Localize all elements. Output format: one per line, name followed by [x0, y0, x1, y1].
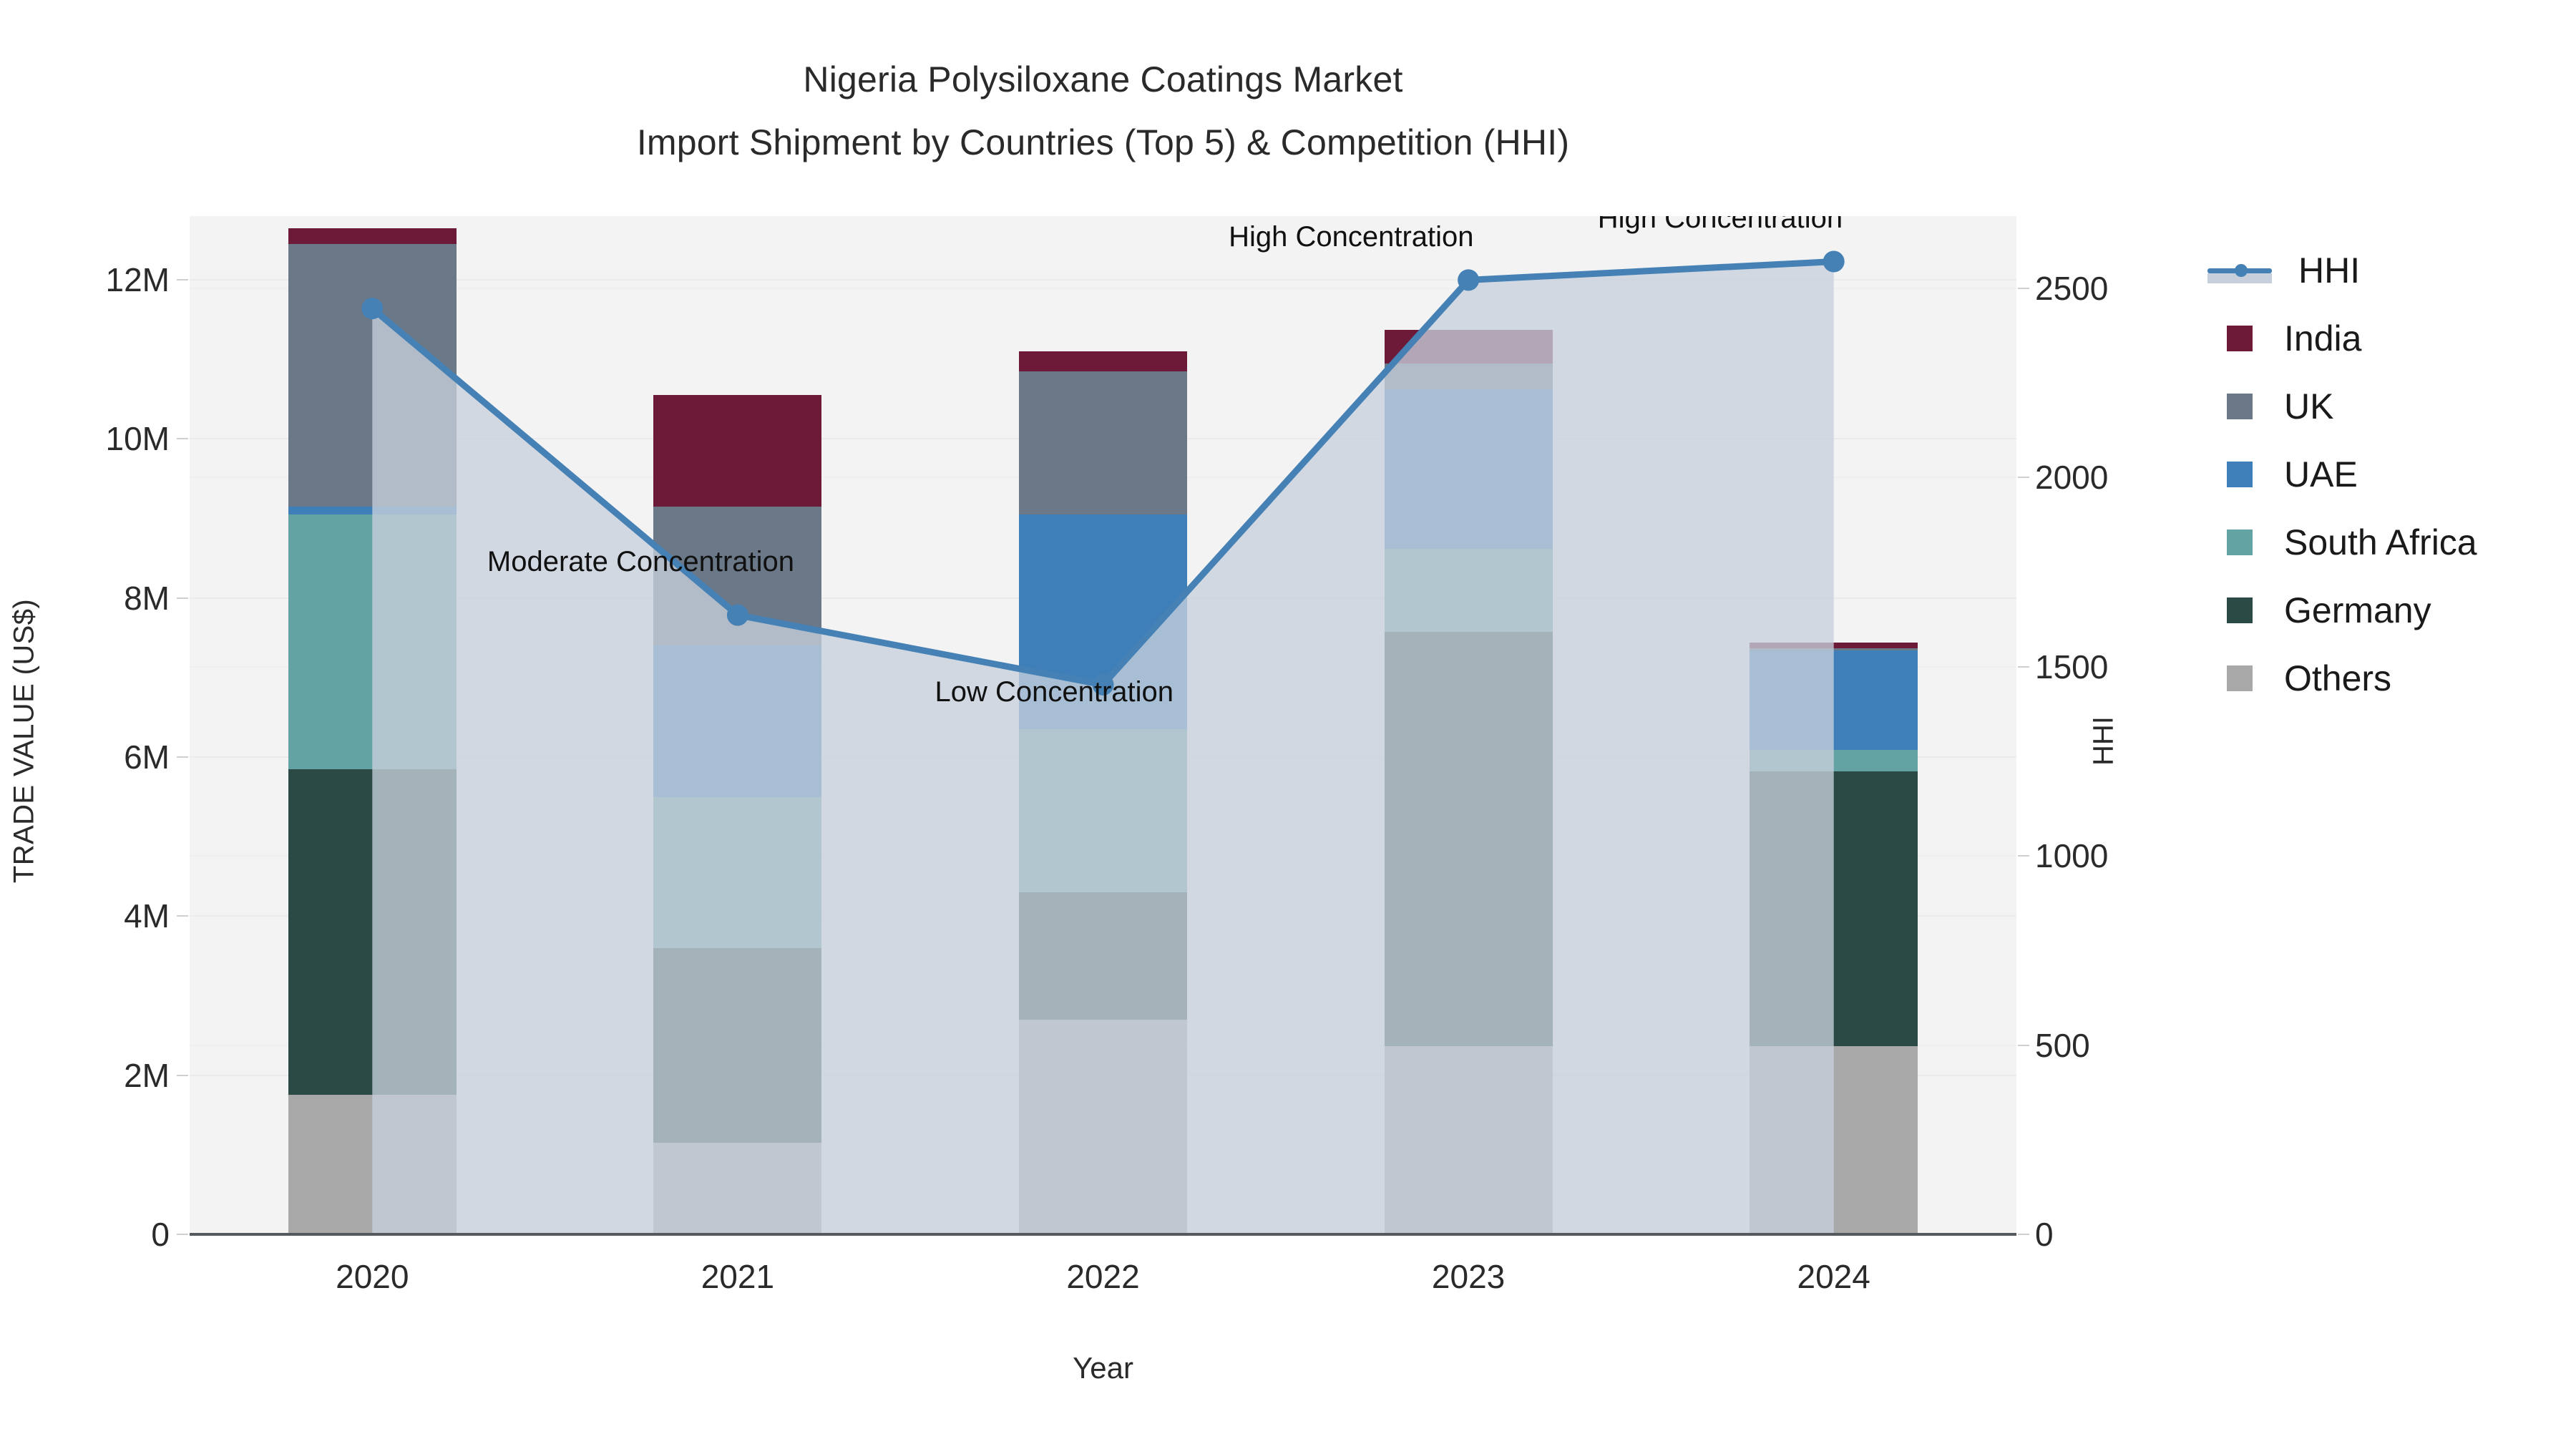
legend-line-marker-icon — [2207, 258, 2272, 283]
x-axis-tick-label: 2022 — [1066, 1258, 1140, 1295]
y-axis-right-tickmark — [2018, 1234, 2029, 1235]
y-axis-right-title: HHI — [2087, 716, 2119, 766]
y-axis-left-tick-label: 4M — [124, 897, 170, 935]
hhi-annotation: High Concentration — [1229, 221, 1474, 253]
y-axis-right-tick-label: 500 — [2035, 1026, 2090, 1064]
y-axis-right-tickmark — [2018, 287, 2029, 289]
y-axis-right-tickmark — [2018, 665, 2029, 668]
legend-item-label: UK — [2284, 386, 2334, 426]
legend-item-india[interactable]: India — [2207, 304, 2565, 372]
y-axis-right-tick-label: 1000 — [2035, 837, 2109, 874]
hhi-markers — [361, 250, 1845, 696]
hhi-marker[interactable] — [726, 604, 748, 626]
legend-item-label: India — [2284, 318, 2362, 358]
y-axis-left-tick-label: 0 — [151, 1216, 170, 1253]
y-axis-left-tick-label: 12M — [105, 260, 170, 298]
plot-area: High Concentration Moderate Concentration… — [190, 216, 2016, 1234]
y-axis-left-tickmark — [177, 1074, 188, 1076]
legend-color-swatch — [2227, 597, 2253, 623]
y-axis-left-tickmark — [177, 278, 188, 280]
legend-item-germany[interactable]: Germany — [2207, 576, 2565, 644]
x-axis-tick-label: 2024 — [1797, 1258, 1870, 1295]
legend-item-label: Others — [2284, 658, 2392, 698]
y-axis-left-tick-label: 8M — [124, 579, 170, 617]
legend-area-swatch — [2207, 273, 2272, 283]
legend-color-swatch — [2227, 461, 2253, 487]
hhi-line-series — [361, 250, 1845, 1234]
hhi-marker[interactable] — [1823, 250, 1845, 273]
hhi-marker[interactable] — [1458, 269, 1480, 291]
bar-segment-uk[interactable] — [1019, 371, 1187, 514]
hhi-area-fill — [372, 261, 1834, 1234]
y-axis-right-tick-label: 1500 — [2035, 648, 2109, 686]
hhi-annotation: Moderate Concentration — [487, 545, 795, 577]
legend: HHI India UK UAE South Africa Germany Others — [2207, 236, 2565, 712]
x-axis-tick-label: 2023 — [1431, 1258, 1506, 1295]
legend-item-others[interactable]: Others — [2207, 644, 2565, 712]
legend-color-swatch — [2227, 393, 2253, 419]
y-axis-right-tickmark — [2018, 855, 2029, 857]
legend-item-label: HHI — [2298, 250, 2361, 291]
legend-item-label: Germany — [2284, 590, 2431, 630]
hhi-annotation: Low Concentration — [935, 675, 1174, 708]
y-axis-right-tick-label: 2000 — [2035, 459, 2109, 496]
x-axis-line — [190, 1233, 2016, 1236]
y-axis-right-tickmark — [2018, 1044, 2029, 1046]
gridline-left — [190, 278, 2016, 280]
y-axis-left-tickmark — [177, 756, 188, 758]
y-axis-left-title: TRADE VALUE (US$) — [8, 598, 40, 884]
x-axis-tick-label: 2020 — [336, 1258, 409, 1295]
y-axis-left-tickmark — [177, 597, 188, 599]
y-axis-left-tickmark — [177, 438, 188, 440]
legend-color-swatch — [2227, 325, 2253, 351]
y-axis-left-tickmark — [177, 1234, 188, 1235]
bar-segment-uae[interactable] — [288, 506, 457, 514]
y-axis-right-tick-label: 0 — [2035, 1216, 2054, 1253]
x-axis-tick-label: 2021 — [701, 1258, 775, 1295]
y-axis-left-tick-label: 2M — [124, 1056, 170, 1094]
hhi-marker[interactable] — [1092, 673, 1114, 696]
x-axis-title: Year — [1073, 1351, 1133, 1385]
y-axis-left-tickmark — [177, 915, 188, 917]
legend-item-uae[interactable]: UAE — [2207, 440, 2565, 508]
chart-title-line-2: Import Shipment by Countries (Top 5) & C… — [636, 122, 1570, 162]
legend-item-label: South Africa — [2284, 522, 2477, 562]
legend-dot-icon — [2235, 263, 2248, 277]
bar-segment-india[interactable] — [1019, 351, 1187, 371]
hhi-marker[interactable] — [361, 298, 384, 320]
bar-segment-india[interactable] — [653, 395, 822, 507]
y-axis-left-tick-label: 10M — [105, 420, 170, 458]
y-axis-right-tick-label: 2500 — [2035, 269, 2109, 307]
gridline-right — [190, 287, 2016, 289]
plot-inner: High Concentration Moderate Concentration… — [190, 216, 2016, 1234]
legend-item-uk[interactable]: UK — [2207, 372, 2565, 440]
legend-item-label: UAE — [2284, 454, 2358, 494]
bar-segment-india[interactable] — [288, 228, 457, 244]
legend-item-hhi[interactable]: HHI — [2207, 236, 2565, 304]
legend-color-swatch — [2227, 529, 2253, 555]
y-axis-right-tickmark — [2018, 477, 2029, 478]
legend-color-swatch — [2227, 665, 2253, 691]
hhi-annotation: High Concentration — [1597, 216, 1843, 235]
y-axis-left-tick-label: 6M — [124, 738, 170, 776]
chart-title-line-1: Nigeria Polysiloxane Coatings Market — [803, 59, 1403, 99]
legend-item-south-africa[interactable]: South Africa — [2207, 508, 2565, 576]
